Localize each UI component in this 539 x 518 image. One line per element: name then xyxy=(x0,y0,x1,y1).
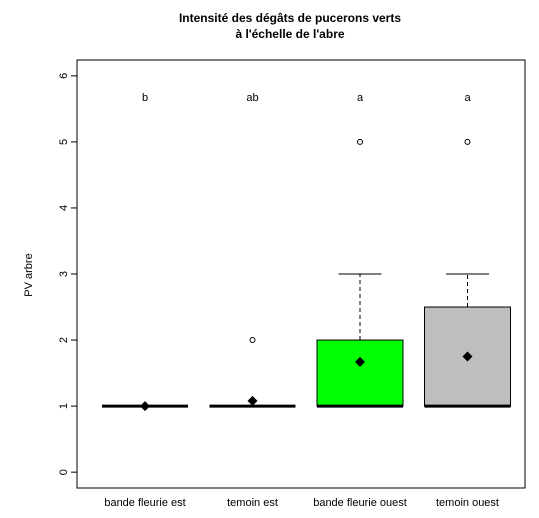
y-tick-label: 6 xyxy=(58,73,70,79)
y-tick-label: 5 xyxy=(58,139,70,145)
outlier xyxy=(249,337,256,344)
x-tick-label: temoin ouest xyxy=(436,497,499,509)
chart-title: à l'échelle de l'abre xyxy=(235,27,344,41)
chart-title: Intensité des dégâts de pucerons verts xyxy=(179,11,401,25)
mean-marker xyxy=(140,401,150,412)
outlier xyxy=(357,138,363,145)
y-tick-label: 2 xyxy=(58,337,70,343)
mean-marker xyxy=(355,356,365,367)
y-axis-label: PV arbre xyxy=(23,253,35,296)
outlier xyxy=(464,138,471,145)
y-tick-label: 3 xyxy=(58,271,70,277)
x-tick-label: bande fleurie est xyxy=(104,497,185,509)
y-tick-label: 1 xyxy=(58,403,70,409)
y-tick-label: 4 xyxy=(58,205,70,211)
mean-marker xyxy=(462,351,473,362)
group-letter: a xyxy=(464,92,471,104)
group-letter: a xyxy=(357,92,364,104)
x-tick-label: bande fleurie ouest xyxy=(313,497,407,509)
group-letter: ab xyxy=(246,92,258,104)
mean-marker xyxy=(247,395,258,406)
y-tick-label: 0 xyxy=(58,469,70,475)
group-letter: b xyxy=(142,92,148,104)
box xyxy=(316,339,404,407)
x-tick-label: temoin est xyxy=(227,497,278,509)
